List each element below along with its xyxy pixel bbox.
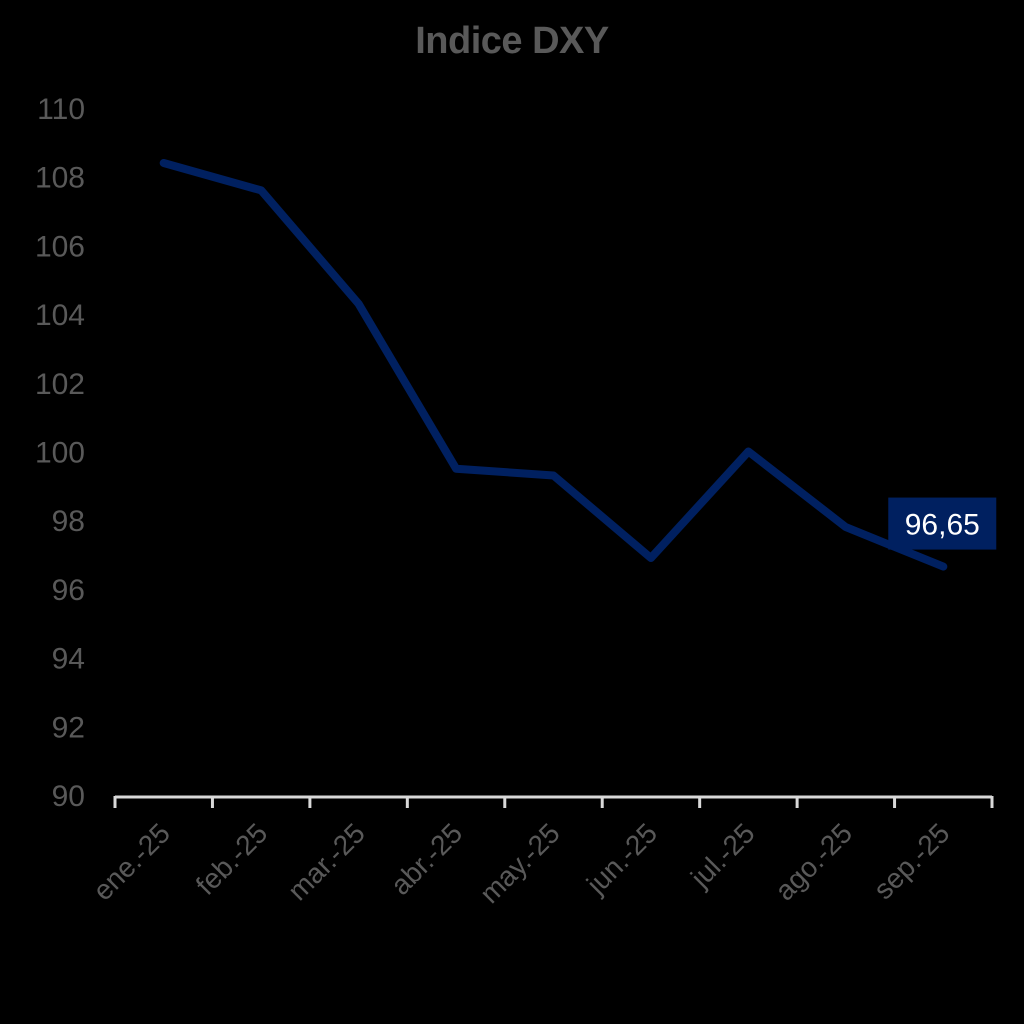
x-tick-label: feb.-25 <box>190 817 274 901</box>
series-line <box>159 159 948 571</box>
y-tick-label: 110 <box>37 93 85 126</box>
y-tick-label: 90 <box>52 780 85 813</box>
data-label: 96,65 <box>888 497 997 550</box>
y-tick-label: 108 <box>35 162 85 195</box>
x-tick-label: may.-25 <box>474 817 566 909</box>
y-tick-label: 94 <box>52 643 85 676</box>
x-tick-label: sep.-25 <box>868 817 956 905</box>
chart-title: Indice DXY <box>415 20 609 62</box>
y-tick-label: 98 <box>52 505 85 538</box>
x-tick-label: jun.-25 <box>580 817 663 900</box>
x-tick-label: mar.-25 <box>282 817 371 906</box>
y-tick-label: 104 <box>35 299 85 332</box>
x-axis: ene.-25 feb.-25 mar.-25 abr.-25 may.-25 jun.-… <box>87 795 994 909</box>
y-axis: 90 92 94 96 98 100 102 104 106 108 110 <box>35 93 85 813</box>
y-tick-label: 106 <box>35 230 85 263</box>
data-label-box <box>888 497 997 550</box>
y-tick-label: 100 <box>35 437 85 470</box>
y-tick-label: 96 <box>52 574 85 607</box>
x-tick-label: ene.-25 <box>87 817 176 906</box>
x-tick-label: ago.-25 <box>769 817 858 906</box>
data-series <box>159 159 948 571</box>
x-tick-label: jul.-25 <box>684 817 761 894</box>
data-label-text: 96,65 <box>905 509 980 542</box>
x-tick-label: abr.-25 <box>385 817 469 901</box>
y-tick-label: 92 <box>52 711 85 744</box>
y-tick-label: 102 <box>35 368 85 401</box>
